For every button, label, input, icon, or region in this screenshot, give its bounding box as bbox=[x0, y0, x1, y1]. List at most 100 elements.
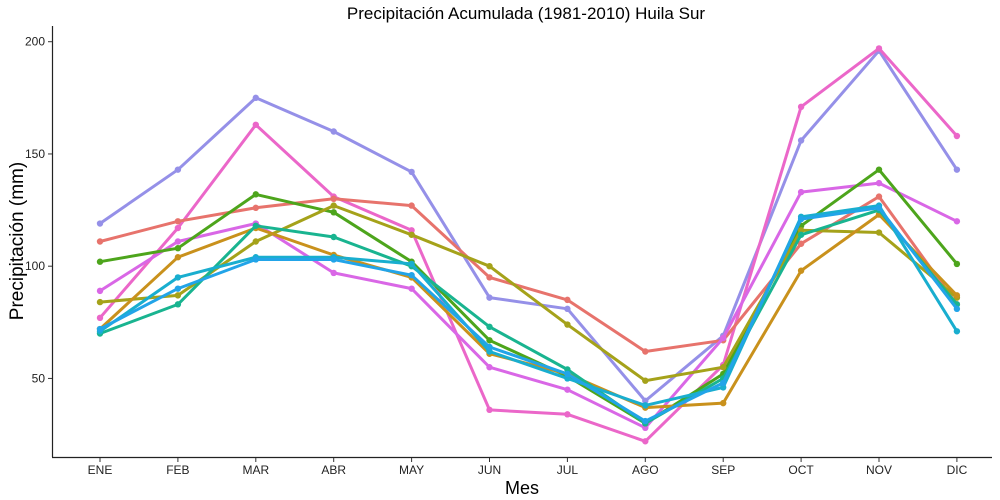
data-point bbox=[720, 364, 727, 371]
data-point bbox=[408, 202, 415, 209]
series-2 bbox=[96, 45, 961, 445]
data-point bbox=[797, 240, 805, 247]
data-point bbox=[642, 377, 649, 384]
data-point bbox=[953, 166, 961, 173]
data-point bbox=[564, 370, 571, 378]
data-point bbox=[953, 218, 961, 225]
data-point bbox=[953, 260, 961, 268]
x-tick-label: SEP bbox=[711, 463, 735, 477]
data-point bbox=[252, 238, 259, 245]
data-point bbox=[330, 209, 337, 216]
data-point bbox=[875, 166, 883, 173]
data-point bbox=[252, 204, 259, 212]
data-point bbox=[252, 256, 259, 263]
data-point bbox=[953, 132, 961, 140]
data-point bbox=[96, 287, 104, 295]
data-point bbox=[96, 298, 104, 306]
data-point bbox=[486, 343, 493, 351]
data-point bbox=[564, 375, 571, 382]
data-point bbox=[797, 231, 805, 238]
data-point bbox=[875, 193, 883, 200]
data-point bbox=[96, 258, 104, 265]
data-point bbox=[486, 406, 493, 414]
data-point bbox=[875, 45, 883, 52]
data-point bbox=[486, 262, 493, 270]
data-point bbox=[564, 411, 571, 418]
y-tick-label: 150 bbox=[25, 147, 45, 161]
x-tick-label: OCT bbox=[788, 463, 814, 477]
data-point bbox=[564, 386, 571, 393]
x-tick-label: FEB bbox=[166, 463, 189, 477]
data-point bbox=[875, 204, 883, 212]
series-line bbox=[98, 208, 959, 425]
series-line bbox=[98, 49, 959, 403]
y-tick-label: 100 bbox=[25, 259, 45, 273]
data-point bbox=[642, 417, 649, 425]
data-point bbox=[642, 397, 649, 405]
data-point bbox=[174, 238, 182, 245]
y-axis-ticks: 50 100 150 200 bbox=[25, 35, 52, 385]
x-tick-label: AGO bbox=[632, 463, 659, 477]
data-point bbox=[330, 195, 337, 203]
series-group bbox=[96, 45, 961, 445]
data-point bbox=[486, 364, 493, 371]
data-point bbox=[720, 334, 727, 342]
data-point bbox=[642, 402, 649, 409]
data-point bbox=[408, 260, 415, 268]
x-tick-label: JUN bbox=[478, 463, 501, 477]
x-axis-ticks: ENE FEB MAR ABR MAY JUN JUL AGO SEP OCT NOV DIC bbox=[88, 458, 968, 477]
data-point bbox=[408, 271, 415, 279]
x-tick-label: JUL bbox=[557, 463, 579, 477]
data-point bbox=[408, 168, 415, 176]
data-point bbox=[564, 305, 571, 313]
data-point bbox=[330, 233, 337, 241]
data-point bbox=[953, 328, 961, 335]
data-point bbox=[720, 384, 727, 391]
data-point bbox=[564, 321, 571, 328]
data-point bbox=[486, 348, 493, 355]
data-point bbox=[486, 337, 493, 344]
data-point bbox=[408, 227, 415, 234]
data-point bbox=[174, 254, 182, 261]
data-point bbox=[953, 292, 961, 299]
series-line bbox=[98, 181, 959, 430]
data-point bbox=[174, 218, 182, 225]
data-point bbox=[174, 224, 182, 232]
data-point bbox=[252, 191, 259, 198]
chart-title: Precipitación Acumulada (1981-2010) Huil… bbox=[347, 4, 705, 23]
data-point bbox=[96, 314, 104, 322]
data-point bbox=[174, 301, 182, 308]
x-tick-label: DIC bbox=[947, 463, 968, 477]
data-point bbox=[797, 103, 805, 111]
data-point bbox=[174, 166, 182, 173]
data-point bbox=[720, 379, 727, 387]
data-point bbox=[408, 231, 415, 238]
series-line bbox=[98, 46, 959, 443]
y-tick-label: 200 bbox=[25, 35, 45, 49]
data-point bbox=[96, 325, 104, 333]
data-point bbox=[96, 238, 104, 245]
data-point bbox=[252, 222, 259, 229]
series-line bbox=[98, 204, 959, 407]
data-point bbox=[174, 292, 182, 299]
data-point bbox=[797, 267, 805, 274]
data-point bbox=[875, 229, 883, 236]
series-9 bbox=[96, 202, 961, 409]
data-point bbox=[642, 348, 649, 355]
data-point bbox=[96, 220, 104, 227]
data-point bbox=[486, 294, 493, 301]
x-tick-label: MAR bbox=[242, 463, 269, 477]
data-point bbox=[174, 274, 182, 281]
series-4 bbox=[96, 179, 961, 432]
x-tick-label: ENE bbox=[88, 463, 113, 477]
series-line bbox=[98, 195, 959, 353]
series-3 bbox=[96, 193, 961, 355]
series-10 bbox=[96, 204, 961, 425]
data-point bbox=[330, 202, 337, 209]
data-point bbox=[252, 94, 259, 102]
data-point bbox=[486, 274, 493, 281]
data-point bbox=[797, 137, 805, 144]
data-point bbox=[875, 179, 883, 187]
